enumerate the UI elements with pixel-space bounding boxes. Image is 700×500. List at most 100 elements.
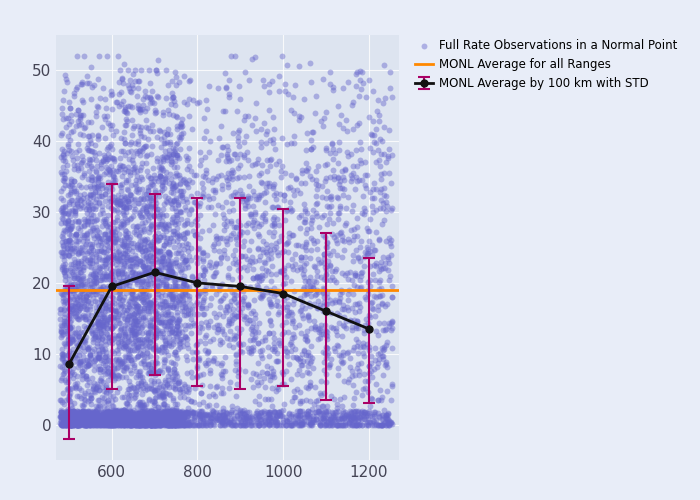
- Full Rate Observations in a Normal Point: [137, 294, 148, 302]
- Full Rate Observations in a Normal Point: [146, 364, 157, 372]
- Full Rate Observations in a Normal Point: [125, 420, 136, 428]
- Full Rate Observations in a Normal Point: [197, 250, 208, 258]
- Full Rate Observations in a Normal Point: [145, 381, 156, 389]
- Full Rate Observations in a Normal Point: [176, 249, 187, 257]
- Full Rate Observations in a Normal Point: [174, 420, 186, 428]
- Full Rate Observations in a Normal Point: [92, 135, 104, 143]
- Full Rate Observations in a Normal Point: [318, 275, 329, 283]
- Full Rate Observations in a Normal Point: [150, 248, 162, 256]
- Full Rate Observations in a Normal Point: [275, 412, 286, 420]
- Full Rate Observations in a Normal Point: [98, 378, 109, 386]
- Full Rate Observations in a Normal Point: [139, 266, 150, 274]
- Full Rate Observations in a Normal Point: [66, 180, 77, 188]
- Full Rate Observations in a Normal Point: [216, 234, 228, 241]
- Full Rate Observations in a Normal Point: [55, 420, 66, 428]
- Full Rate Observations in a Normal Point: [143, 361, 154, 369]
- Full Rate Observations in a Normal Point: [157, 416, 168, 424]
- Full Rate Observations in a Normal Point: [356, 268, 368, 276]
- Full Rate Observations in a Normal Point: [108, 366, 119, 374]
- Full Rate Observations in a Normal Point: [113, 294, 125, 302]
- Full Rate Observations in a Normal Point: [77, 410, 88, 418]
- Full Rate Observations in a Normal Point: [153, 266, 164, 274]
- Full Rate Observations in a Normal Point: [316, 402, 328, 410]
- Full Rate Observations in a Normal Point: [76, 258, 87, 266]
- Full Rate Observations in a Normal Point: [164, 268, 176, 276]
- Full Rate Observations in a Normal Point: [144, 338, 155, 346]
- Full Rate Observations in a Normal Point: [175, 388, 186, 396]
- Full Rate Observations in a Normal Point: [183, 388, 194, 396]
- Full Rate Observations in a Normal Point: [306, 216, 317, 224]
- Full Rate Observations in a Normal Point: [260, 188, 272, 196]
- Full Rate Observations in a Normal Point: [322, 416, 333, 424]
- Full Rate Observations in a Normal Point: [55, 396, 66, 404]
- Full Rate Observations in a Normal Point: [71, 420, 82, 428]
- Full Rate Observations in a Normal Point: [307, 420, 318, 428]
- Full Rate Observations in a Normal Point: [112, 206, 123, 214]
- Full Rate Observations in a Normal Point: [181, 369, 193, 377]
- Full Rate Observations in a Normal Point: [106, 409, 118, 417]
- Full Rate Observations in a Normal Point: [86, 83, 97, 91]
- Full Rate Observations in a Normal Point: [74, 121, 85, 129]
- Full Rate Observations in a Normal Point: [89, 416, 100, 424]
- Full Rate Observations in a Normal Point: [82, 344, 93, 352]
- Full Rate Observations in a Normal Point: [62, 408, 73, 416]
- Full Rate Observations in a Normal Point: [110, 408, 121, 416]
- Full Rate Observations in a Normal Point: [253, 244, 264, 252]
- Full Rate Observations in a Normal Point: [125, 414, 136, 422]
- Full Rate Observations in a Normal Point: [281, 416, 293, 424]
- Full Rate Observations in a Normal Point: [95, 290, 106, 298]
- Full Rate Observations in a Normal Point: [149, 386, 160, 394]
- Full Rate Observations in a Normal Point: [66, 305, 78, 313]
- Full Rate Observations in a Normal Point: [56, 265, 67, 273]
- Full Rate Observations in a Normal Point: [69, 352, 80, 360]
- Full Rate Observations in a Normal Point: [117, 344, 128, 351]
- Full Rate Observations in a Normal Point: [346, 150, 357, 158]
- Full Rate Observations in a Normal Point: [298, 200, 309, 208]
- Full Rate Observations in a Normal Point: [344, 354, 356, 362]
- Full Rate Observations in a Normal Point: [356, 209, 368, 217]
- Full Rate Observations in a Normal Point: [247, 274, 258, 282]
- Full Rate Observations in a Normal Point: [145, 178, 156, 186]
- Full Rate Observations in a Normal Point: [153, 162, 164, 170]
- Full Rate Observations in a Normal Point: [153, 346, 164, 354]
- Full Rate Observations in a Normal Point: [288, 286, 299, 294]
- Full Rate Observations in a Normal Point: [246, 420, 257, 428]
- Full Rate Observations in a Normal Point: [282, 306, 293, 314]
- Full Rate Observations in a Normal Point: [66, 336, 78, 344]
- Full Rate Observations in a Normal Point: [119, 220, 130, 228]
- Full Rate Observations in a Normal Point: [55, 408, 66, 416]
- Full Rate Observations in a Normal Point: [238, 406, 249, 414]
- Full Rate Observations in a Normal Point: [151, 134, 162, 141]
- Full Rate Observations in a Normal Point: [118, 218, 129, 226]
- Full Rate Observations in a Normal Point: [142, 406, 153, 414]
- Full Rate Observations in a Normal Point: [100, 381, 111, 389]
- Full Rate Observations in a Normal Point: [74, 330, 85, 338]
- Full Rate Observations in a Normal Point: [222, 182, 233, 190]
- Full Rate Observations in a Normal Point: [80, 293, 92, 301]
- Full Rate Observations in a Normal Point: [60, 418, 71, 426]
- Full Rate Observations in a Normal Point: [253, 232, 265, 240]
- Full Rate Observations in a Normal Point: [174, 394, 185, 402]
- Full Rate Observations in a Normal Point: [76, 414, 88, 422]
- Full Rate Observations in a Normal Point: [354, 414, 365, 422]
- Full Rate Observations in a Normal Point: [68, 408, 79, 416]
- Full Rate Observations in a Normal Point: [113, 420, 124, 428]
- Full Rate Observations in a Normal Point: [298, 357, 309, 365]
- Full Rate Observations in a Normal Point: [162, 267, 174, 275]
- Full Rate Observations in a Normal Point: [115, 410, 126, 418]
- Full Rate Observations in a Normal Point: [371, 420, 382, 428]
- Full Rate Observations in a Normal Point: [218, 410, 230, 418]
- Full Rate Observations in a Normal Point: [146, 325, 157, 333]
- Full Rate Observations in a Normal Point: [192, 290, 203, 298]
- Full Rate Observations in a Normal Point: [137, 358, 148, 366]
- Full Rate Observations in a Normal Point: [180, 178, 191, 186]
- Full Rate Observations in a Normal Point: [256, 178, 267, 186]
- Full Rate Observations in a Normal Point: [56, 328, 67, 336]
- Full Rate Observations in a Normal Point: [106, 420, 117, 428]
- Full Rate Observations in a Normal Point: [343, 306, 354, 314]
- Full Rate Observations in a Normal Point: [176, 384, 188, 392]
- Full Rate Observations in a Normal Point: [122, 414, 133, 422]
- Full Rate Observations in a Normal Point: [285, 106, 296, 114]
- Full Rate Observations in a Normal Point: [55, 305, 66, 313]
- Full Rate Observations in a Normal Point: [145, 174, 156, 182]
